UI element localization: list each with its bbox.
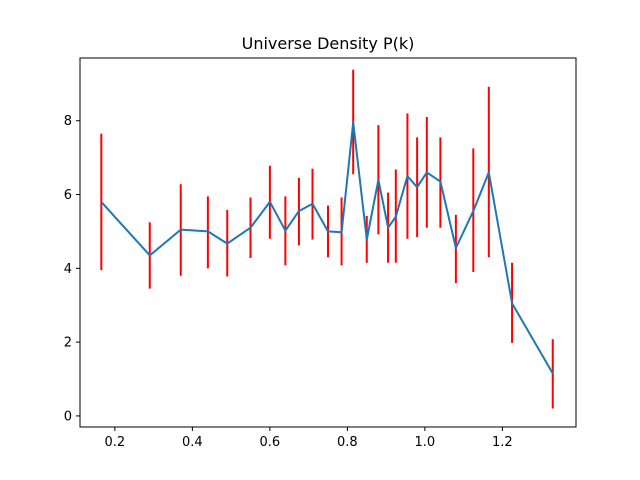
x-tick-label-0: 0.2 (105, 435, 126, 450)
y-tick-label-4: 8 (64, 114, 72, 129)
x-tick-label-3: 0.8 (337, 435, 358, 450)
line-group (100, 121, 554, 375)
y-tick-label-1: 2 (64, 336, 72, 351)
y-tick-label-3: 6 (64, 188, 72, 203)
x-tick-label-1: 0.4 (182, 435, 203, 450)
series-line (100, 121, 554, 375)
y-tick-label-0: 0 (64, 409, 72, 424)
axes-group: 0.2 0.4 0.6 0.8 1.0 1.2 0 2 4 6 8 (64, 57, 577, 450)
x-tick-label-2: 0.6 (260, 435, 281, 450)
y-tick-label-2: 4 (64, 262, 72, 277)
chart-title: Universe Density P(k) (242, 34, 415, 53)
axes-frame (79, 57, 577, 428)
x-tick-label-4: 1.0 (415, 435, 436, 450)
x-tick-label-5: 1.2 (492, 435, 513, 450)
